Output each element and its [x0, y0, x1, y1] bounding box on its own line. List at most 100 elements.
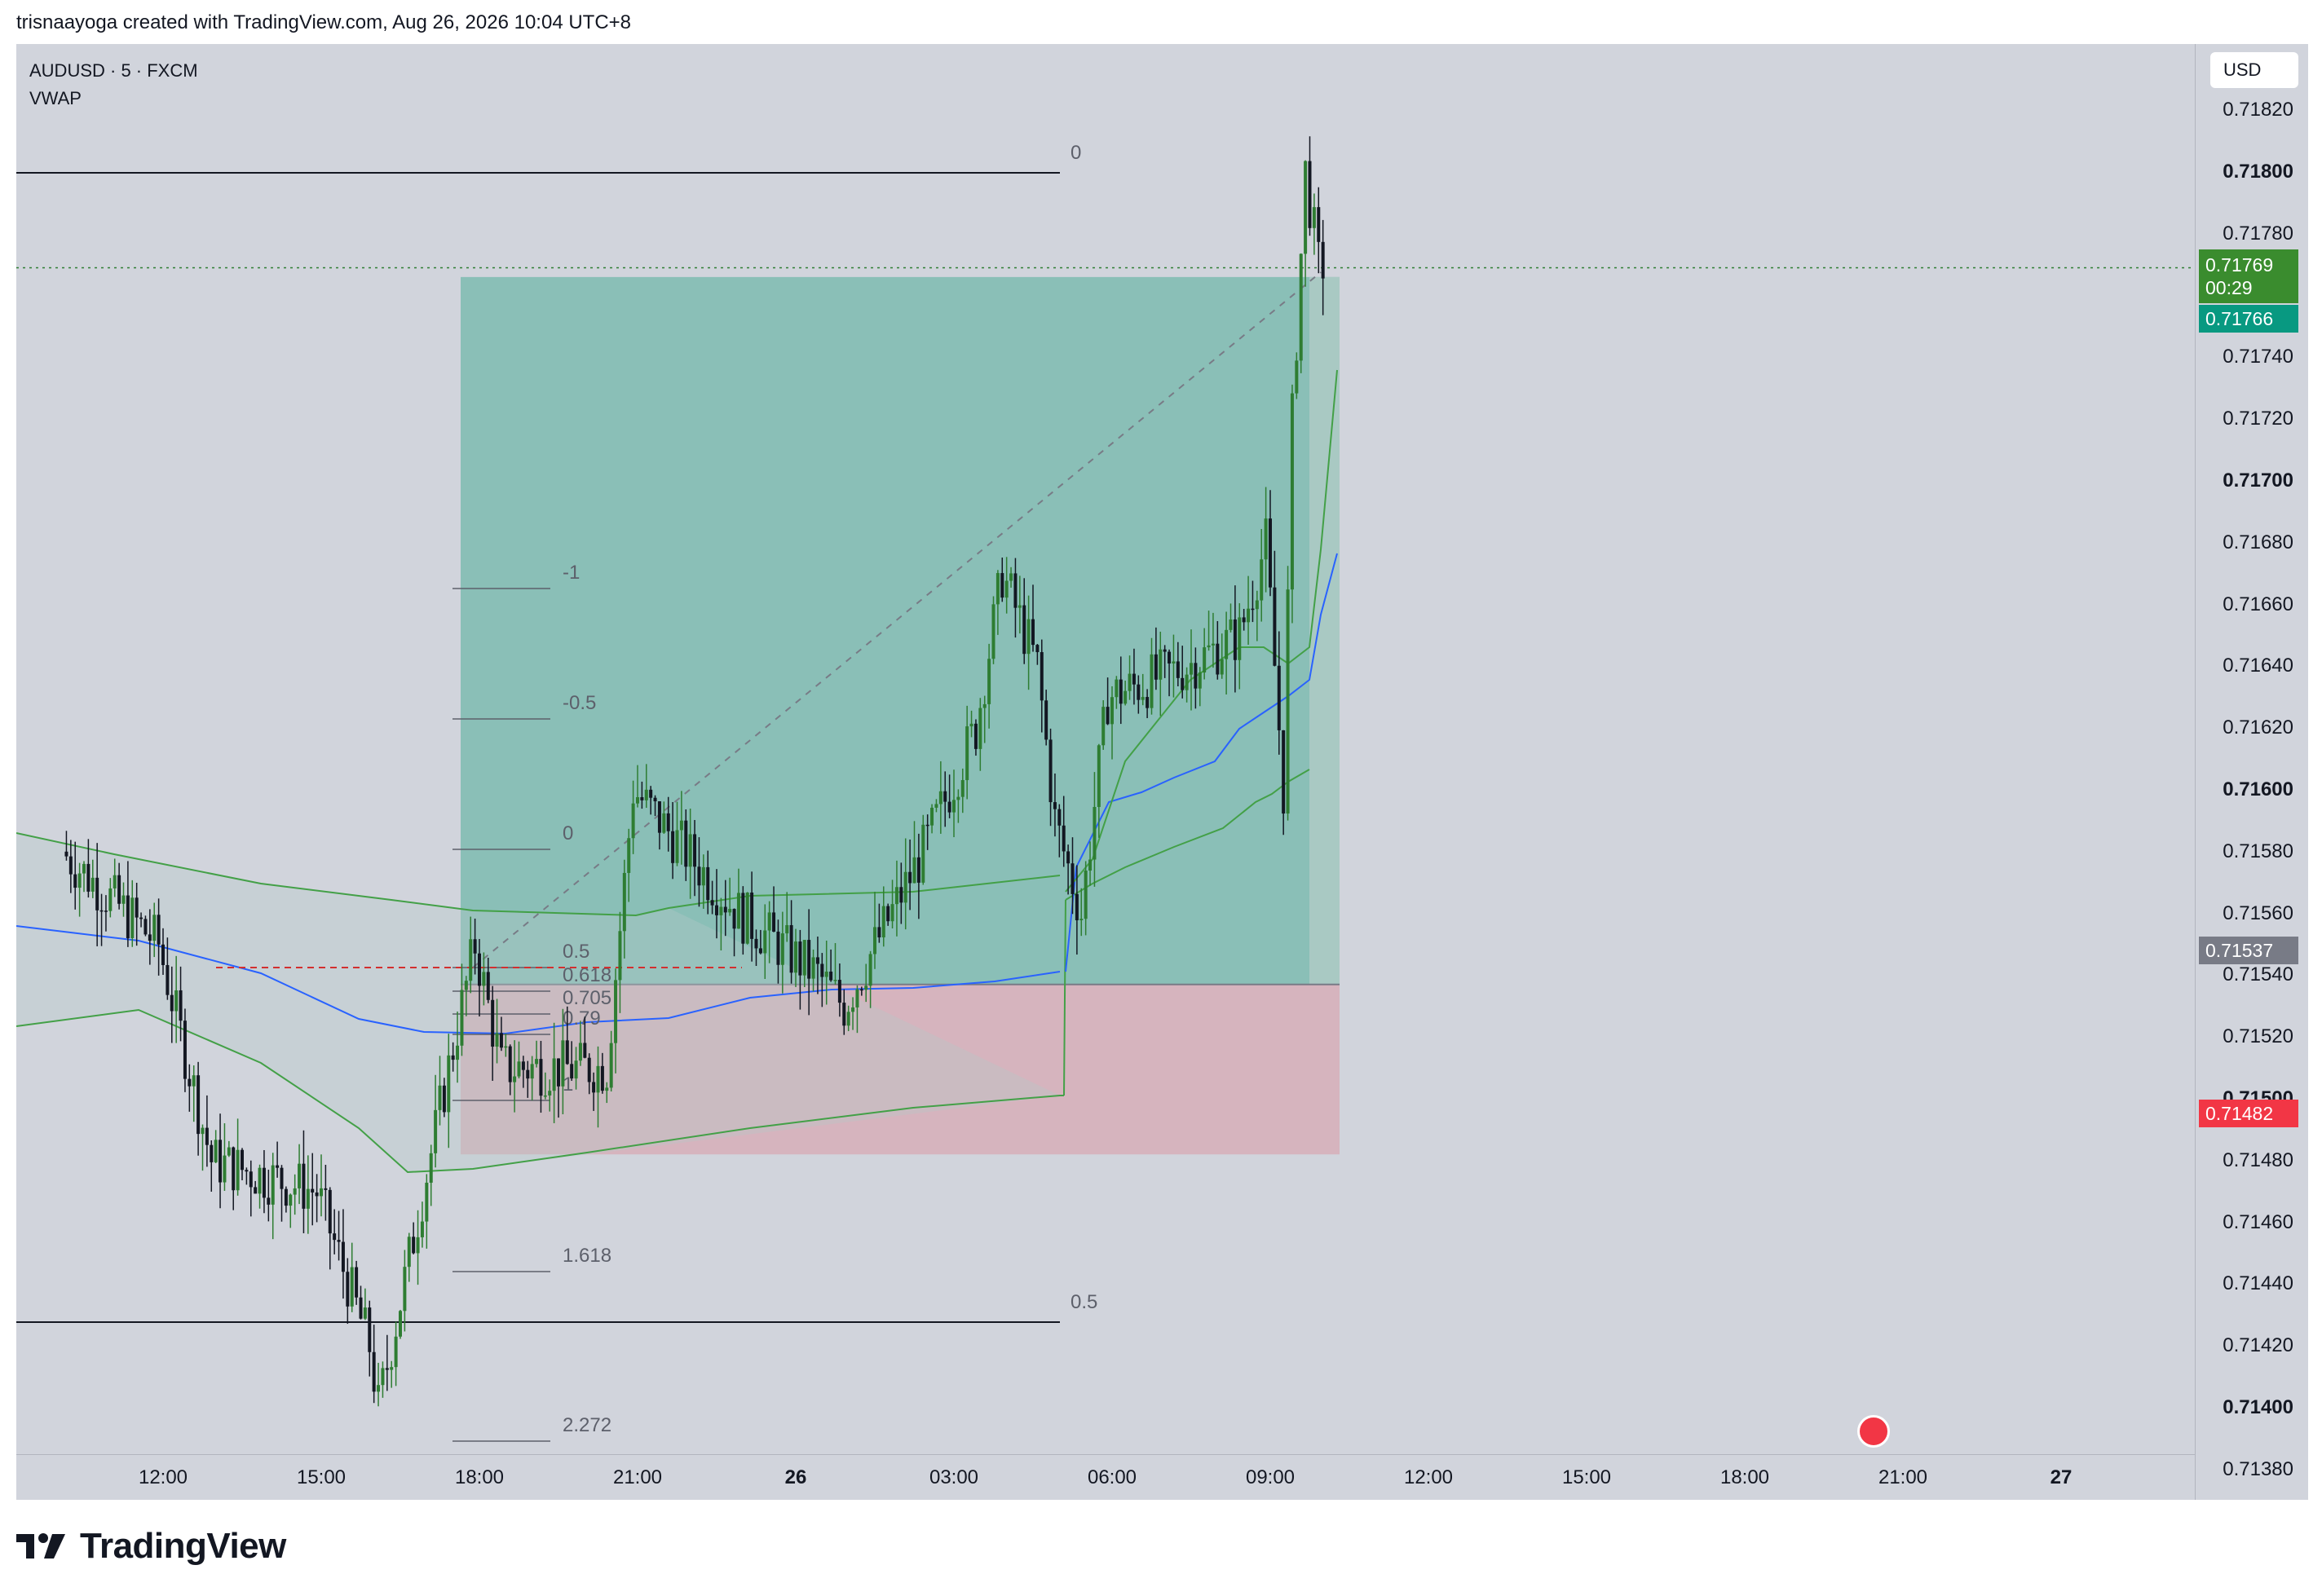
candle-body: [605, 1087, 609, 1091]
candle-body: [868, 954, 872, 986]
candle-body: [482, 972, 486, 986]
candle-body: [1088, 859, 1093, 871]
price-tick: 0.71780: [2223, 222, 2293, 245]
tradingview-logo[interactable]: TradingView: [16, 1526, 286, 1567]
price-tick: 0.71740: [2223, 346, 2293, 368]
us-event-flag-icon[interactable]: [1857, 1415, 1890, 1448]
candle-body: [236, 1149, 240, 1191]
candle-body: [1000, 573, 1004, 598]
candle-body: [736, 893, 740, 929]
candle-body: [684, 820, 688, 867]
plot-area[interactable]: 0 0.5 -1 -0.5 0 0.5 0.618 0.705 0.79 1 1.618 2.272 …: [16, 44, 2195, 1454]
candle-body: [469, 939, 473, 981]
time-tick: 21:00: [612, 1466, 663, 1488]
candle-body: [517, 1061, 521, 1077]
candle-body: [903, 871, 907, 903]
candle-body: [166, 964, 170, 995]
candle-body: [315, 1192, 319, 1197]
last-price-value: 0.71769: [2205, 254, 2274, 276]
candle-body: [1269, 518, 1272, 588]
candle-body: [802, 940, 806, 976]
time-tick: 06:00: [1087, 1466, 1137, 1488]
candle-body: [214, 1140, 218, 1162]
candle-body: [464, 981, 468, 990]
price-tick: 0.71700: [2223, 470, 2293, 492]
candle-body: [1044, 700, 1048, 740]
candle-body: [438, 1085, 442, 1110]
candle-body: [183, 1021, 187, 1079]
time-tick: 15:00: [1561, 1466, 1612, 1488]
candle-body: [653, 797, 657, 802]
candle-body: [420, 1221, 424, 1237]
candle-body: [377, 1385, 381, 1392]
candle-body: [1004, 580, 1009, 598]
candle-body: [666, 813, 670, 831]
candle-body: [359, 1297, 363, 1319]
candle-body: [1233, 619, 1237, 660]
candle-body: [596, 1065, 600, 1093]
symbol-label[interactable]: AUDUSD · 5 · FXCM: [29, 60, 198, 81]
candle-body: [943, 791, 947, 802]
vwap-line-2: [1065, 553, 1338, 972]
candle-body: [697, 866, 701, 886]
candle-body: [337, 1240, 341, 1242]
candle-body: [486, 972, 490, 1000]
price-tick: 0.71620: [2223, 716, 2293, 739]
candle-body: [1207, 645, 1211, 648]
target-price-tag: 0.71537: [2199, 937, 2298, 964]
candle-body: [991, 604, 995, 659]
candle-body: [1247, 608, 1251, 623]
candle-body: [1203, 647, 1207, 672]
candle-body: [614, 980, 618, 1043]
candle-body: [1312, 207, 1316, 228]
candle-body: [429, 1153, 433, 1183]
vwap-lower-band-1: [16, 1008, 1064, 1174]
candle-body: [763, 930, 767, 954]
price-tick: 0.71460: [2223, 1210, 2293, 1233]
candle-body: [320, 1188, 323, 1197]
candle-body: [767, 912, 771, 931]
candle-body: [82, 863, 86, 874]
time-scale[interactable]: 12:00 15:00 18:00 21:00 26 03:00 06:00 09:00 12:…: [16, 1454, 2195, 1501]
fib-small-label-0705: 0.705: [563, 987, 611, 1009]
candle-body: [99, 910, 104, 912]
candle-body: [276, 1165, 280, 1168]
candle-body: [1101, 707, 1106, 746]
candle-body: [1031, 619, 1035, 646]
price-tick: 0.71640: [2223, 655, 2293, 677]
candle-body: [460, 990, 464, 1046]
currency-button[interactable]: USD: [2210, 52, 2298, 88]
candle-body: [499, 1033, 503, 1048]
candle-body: [1211, 643, 1215, 646]
candle-body: [1018, 605, 1022, 608]
candle-body: [1273, 587, 1277, 666]
price-tick: 0.71520: [2223, 1025, 2293, 1048]
candle-body: [618, 931, 622, 981]
candle-body: [64, 851, 68, 857]
indicator-label[interactable]: VWAP: [29, 88, 82, 108]
candle-body: [478, 953, 481, 986]
candle-body: [851, 1007, 855, 1012]
candle-body: [1299, 254, 1303, 361]
candle-body: [1172, 661, 1176, 664]
time-tick: 18:00: [454, 1466, 505, 1488]
candle-body: [403, 1267, 407, 1312]
candle-body: [126, 895, 130, 938]
chart-legend: AUDUSD · 5 · FXCM VWAP: [29, 57, 198, 112]
candle-body: [152, 915, 157, 941]
candle-body: [1137, 684, 1141, 700]
chart-frame[interactable]: 0 0.5 -1 -0.5 0 0.5 0.618 0.705 0.79 1 1.618 2.272 …: [16, 44, 2308, 1501]
candle-body: [416, 1237, 420, 1254]
candle-body: [798, 941, 802, 976]
candle-body: [622, 872, 626, 932]
candle-body: [952, 800, 956, 813]
candle-body: [1079, 919, 1084, 921]
candle-body: [982, 703, 987, 708]
candle-body: [1013, 573, 1018, 608]
price-scale[interactable]: USD 0.718200.718000.717800.717600.717400…: [2195, 44, 2308, 1500]
candle-body: [565, 1040, 569, 1065]
candle-body: [456, 1045, 460, 1060]
candle-body: [1176, 661, 1180, 678]
candle-body: [1242, 617, 1246, 623]
